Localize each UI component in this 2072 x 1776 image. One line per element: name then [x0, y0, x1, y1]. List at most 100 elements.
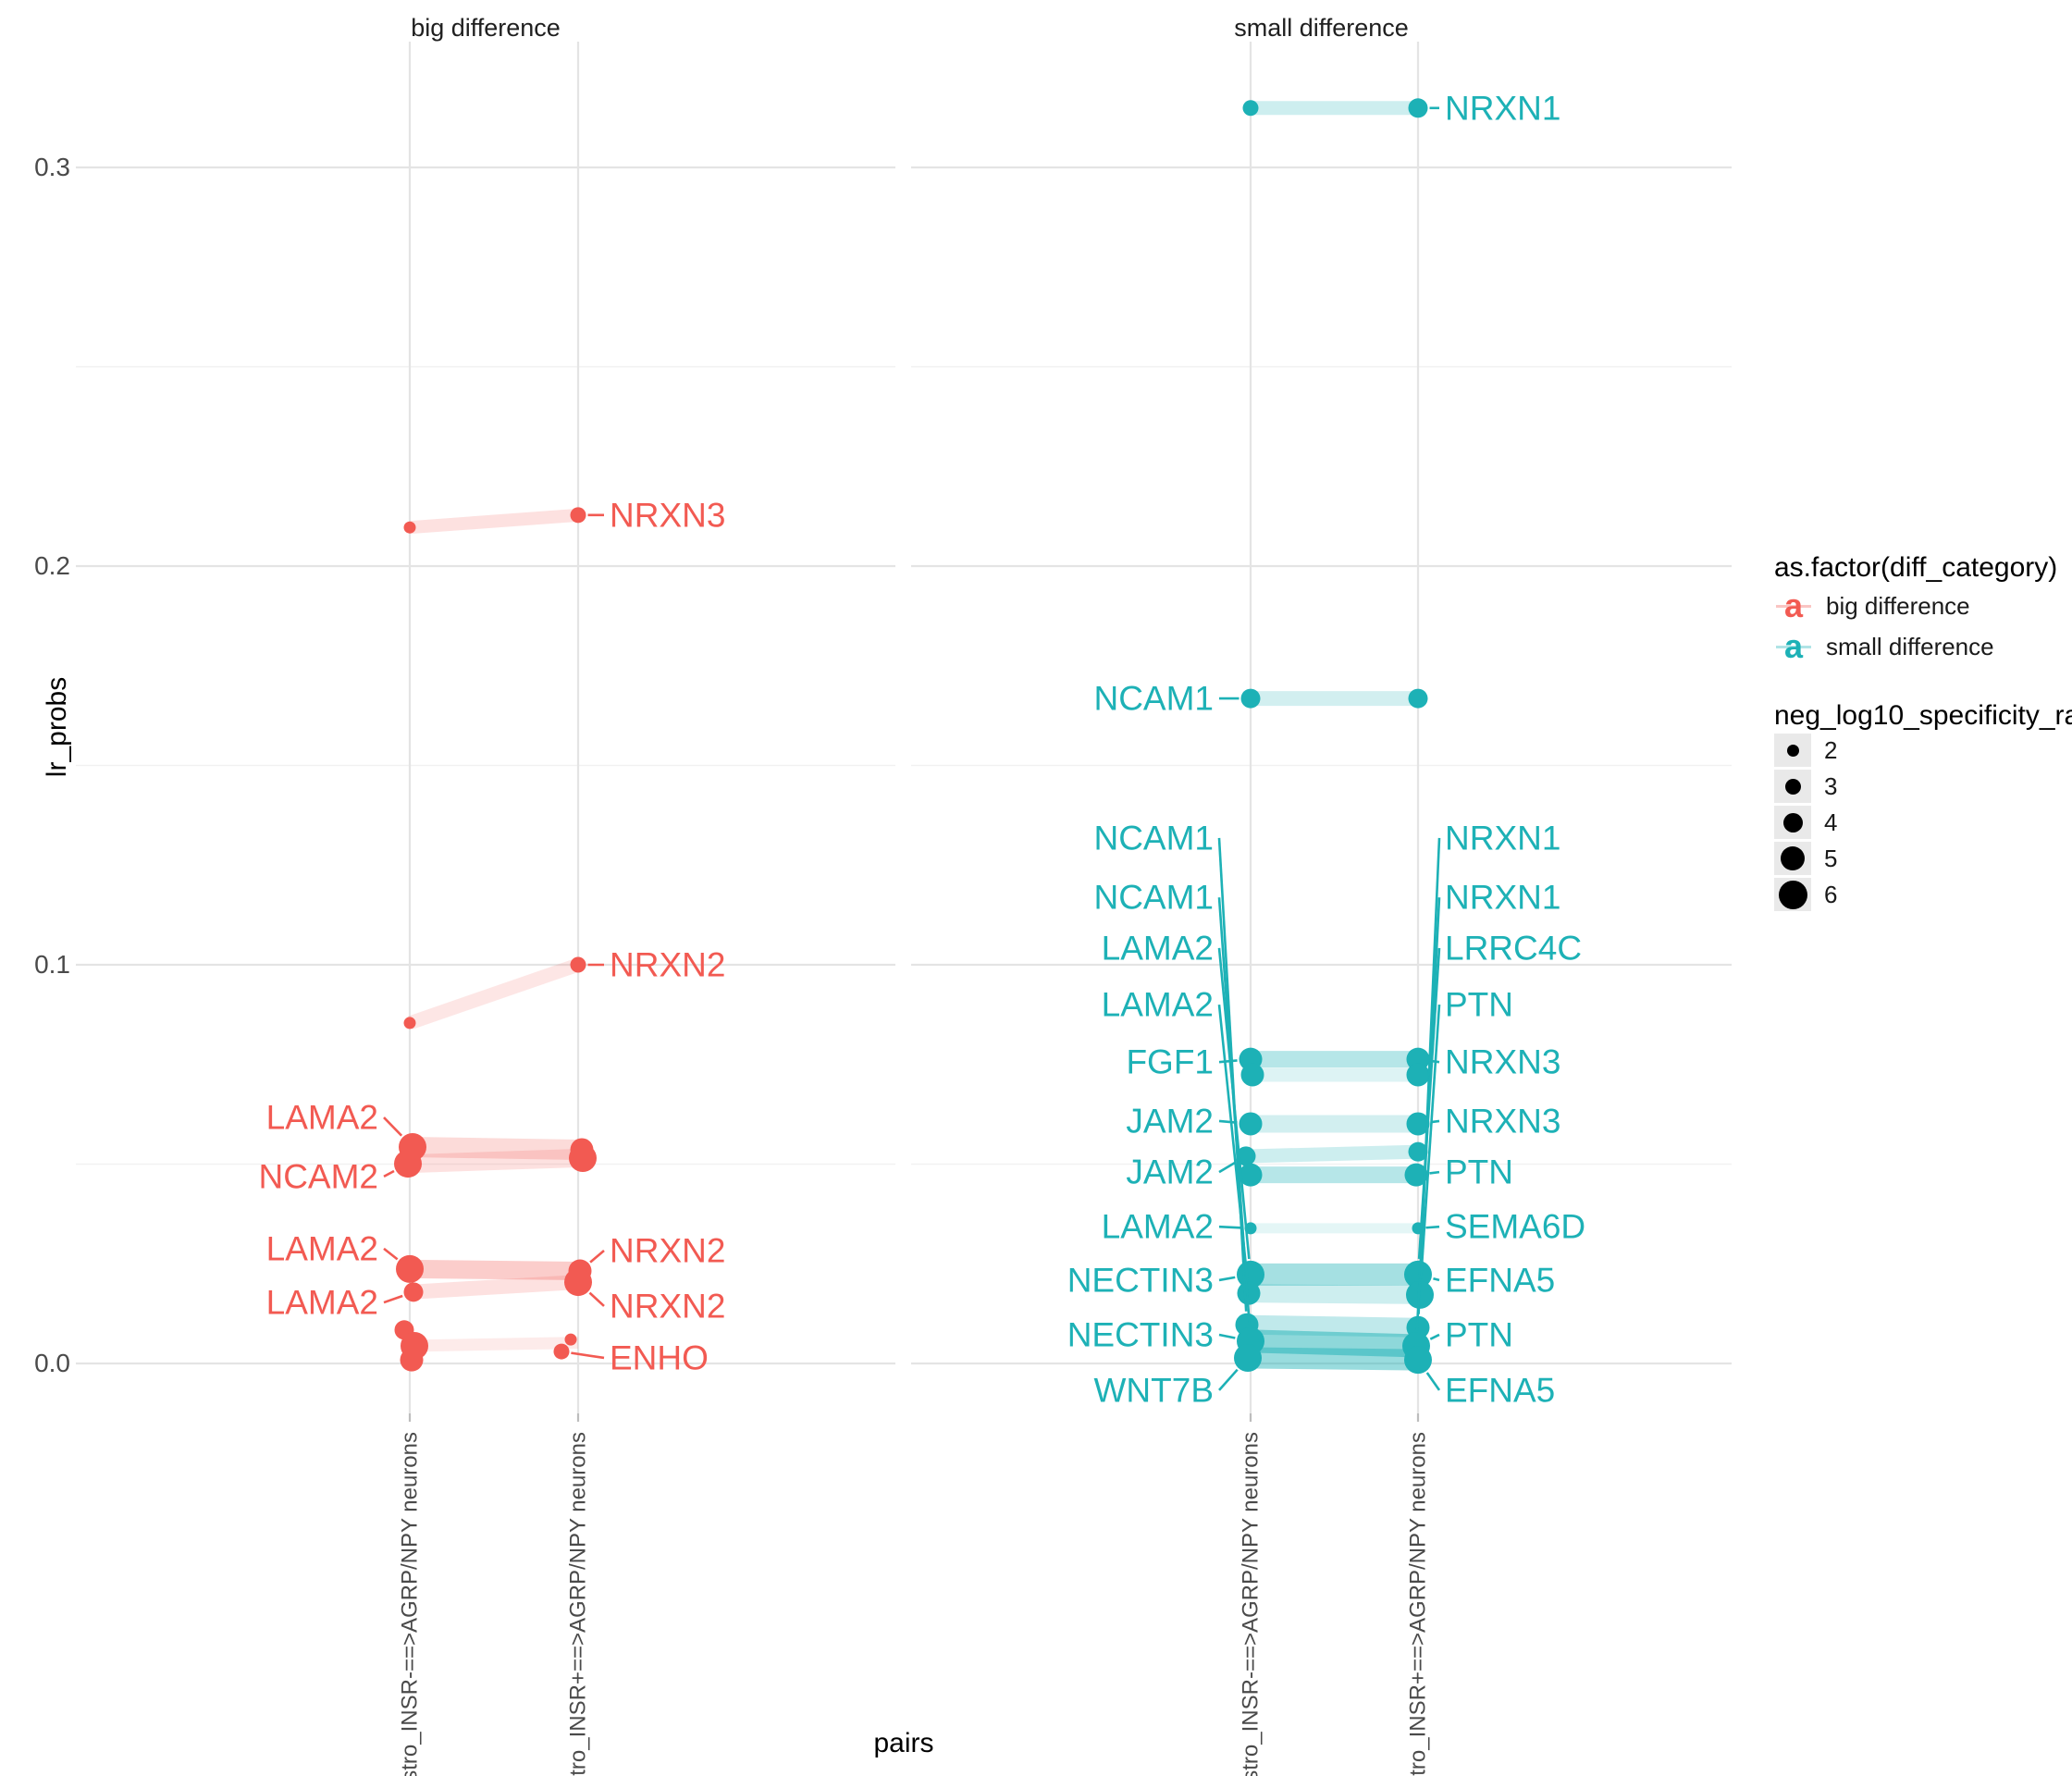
data-point	[553, 1343, 570, 1360]
legend-key-a-glyph: a	[1783, 627, 1804, 665]
pair-band	[409, 508, 579, 535]
gene-label: PTN	[1445, 1153, 1513, 1191]
leader-line	[383, 1247, 399, 1261]
facet-title-big-difference: big difference	[411, 14, 561, 42]
legend-key-a-glyph: a	[1783, 586, 1804, 624]
data-point	[396, 1254, 424, 1283]
size-legend-title: neg_log10_specificity_rank	[1774, 700, 2072, 731]
y-tick-label-0.2: 0.2	[34, 551, 70, 580]
gene-label: NRXN3	[1445, 1102, 1560, 1140]
x-axis-title: pairs	[873, 1728, 934, 1758]
data-point	[403, 1282, 424, 1302]
leader-line	[1218, 1119, 1238, 1124]
legend: as.factor(diff_category) a big differenc…	[1774, 552, 2072, 912]
gene-label: LAMA2	[266, 1099, 378, 1137]
legend-key-segment-icon	[1776, 605, 1811, 608]
gene-label: LRRC4C	[1445, 929, 1582, 967]
gene-label: NCAM1	[1093, 680, 1214, 718]
data-point	[1239, 1112, 1263, 1136]
data-point	[564, 1268, 592, 1297]
pair-band	[1250, 1314, 1419, 1338]
legend-label-small-difference: small difference	[1826, 632, 1994, 660]
pair-band	[1250, 1144, 1419, 1164]
leader-line	[589, 1250, 605, 1264]
pair-band	[409, 1136, 579, 1160]
data-point	[400, 1348, 424, 1372]
size-dot-icon	[1778, 880, 1807, 909]
legend-entry-big-difference: a big difference	[1774, 587, 2072, 624]
x-tick-label: Astro_INSR-==>AGRP/NPY neurons	[1239, 1432, 1264, 1776]
legend-key-small-difference: a	[1774, 628, 1813, 665]
leader-line	[383, 1169, 395, 1178]
leader-line	[1218, 1059, 1238, 1064]
leader-line	[1429, 1170, 1440, 1175]
leader-line	[1433, 1276, 1440, 1282]
size-dot-icon	[1782, 812, 1803, 832]
gene-label: NCAM1	[1093, 819, 1214, 857]
gene-label: WNT7B	[1094, 1371, 1215, 1409]
leader-line	[1429, 1333, 1440, 1340]
color-legend-title: as.factor(diff_category)	[1774, 552, 2058, 583]
legend-key-segment-icon	[1776, 646, 1811, 648]
gene-label: JAM2	[1126, 1102, 1214, 1140]
gene-label: NRXN1	[1445, 879, 1560, 917]
pair-band	[409, 1149, 579, 1174]
leader-line	[1417, 947, 1441, 1260]
data-point	[1239, 1163, 1263, 1187]
size-dot-icon	[1786, 744, 1799, 757]
data-point	[394, 1150, 422, 1178]
pair-band	[1250, 1329, 1419, 1358]
leader-line	[1218, 1333, 1236, 1339]
data-point	[1406, 1063, 1430, 1087]
leader-line	[383, 1116, 403, 1137]
x-tick-label: Astro_INSR+==>AGRP/NPY neurons	[1406, 1432, 1431, 1776]
data-point	[403, 1017, 416, 1030]
size-label-4: 4	[1824, 808, 1838, 836]
gene-label: NCAM1	[1093, 879, 1214, 917]
gene-label: NRXN2	[610, 1287, 725, 1325]
size-label-5: 5	[1824, 844, 1838, 872]
y-tick-label-0.1: 0.1	[34, 950, 70, 979]
size-key-5	[1774, 842, 1811, 875]
size-label-3: 3	[1824, 771, 1838, 800]
leader-line	[1218, 1276, 1236, 1282]
gene-label: NECTIN3	[1067, 1261, 1214, 1299]
size-legend-entry-3: 3	[1774, 769, 2072, 804]
y-axis-title: lr_probs	[42, 676, 72, 778]
leader-line	[1218, 1161, 1237, 1174]
gene-label: JAM2	[1126, 1153, 1214, 1191]
size-dot-icon	[1781, 846, 1805, 870]
size-key-2	[1774, 734, 1811, 767]
gene-label: NECTIN3	[1067, 1315, 1214, 1353]
gene-label: NRXN2	[610, 946, 725, 984]
gene-label: FGF1	[1126, 1043, 1214, 1081]
size-label-6: 6	[1824, 880, 1838, 908]
data-point	[1242, 100, 1259, 117]
leader-line	[1431, 1119, 1440, 1124]
legend-key-big-difference: a	[1774, 587, 1813, 624]
data-point	[1404, 1346, 1432, 1375]
gene-label: NRXN1	[1445, 89, 1560, 127]
gene-label: SEMA6D	[1445, 1208, 1585, 1246]
gene-label: LAMA2	[1102, 1208, 1214, 1246]
size-legend-entry-4: 4	[1774, 805, 2072, 840]
gene-label: PTN	[1445, 1315, 1513, 1353]
pair-band	[1250, 1347, 1419, 1371]
gene-label: LAMA2	[1102, 929, 1214, 967]
data-point	[1408, 1141, 1428, 1162]
data-point	[1408, 688, 1428, 709]
pair-band	[409, 1275, 579, 1300]
leader-line	[1217, 1004, 1249, 1280]
leader-line	[1217, 947, 1251, 1260]
pair-band	[1250, 1284, 1419, 1304]
data-point	[1234, 1343, 1262, 1372]
legend-entry-small-difference: a small difference	[1774, 628, 2072, 665]
size-key-3	[1774, 770, 1811, 803]
y-tick-label-0.3: 0.3	[34, 153, 70, 181]
gene-label: NRXN3	[610, 496, 725, 534]
leader-line	[1218, 1368, 1239, 1391]
facet-title-small-difference: small difference	[1234, 14, 1409, 42]
data-point	[569, 1144, 597, 1173]
gene-label: EFNA5	[1445, 1371, 1555, 1409]
